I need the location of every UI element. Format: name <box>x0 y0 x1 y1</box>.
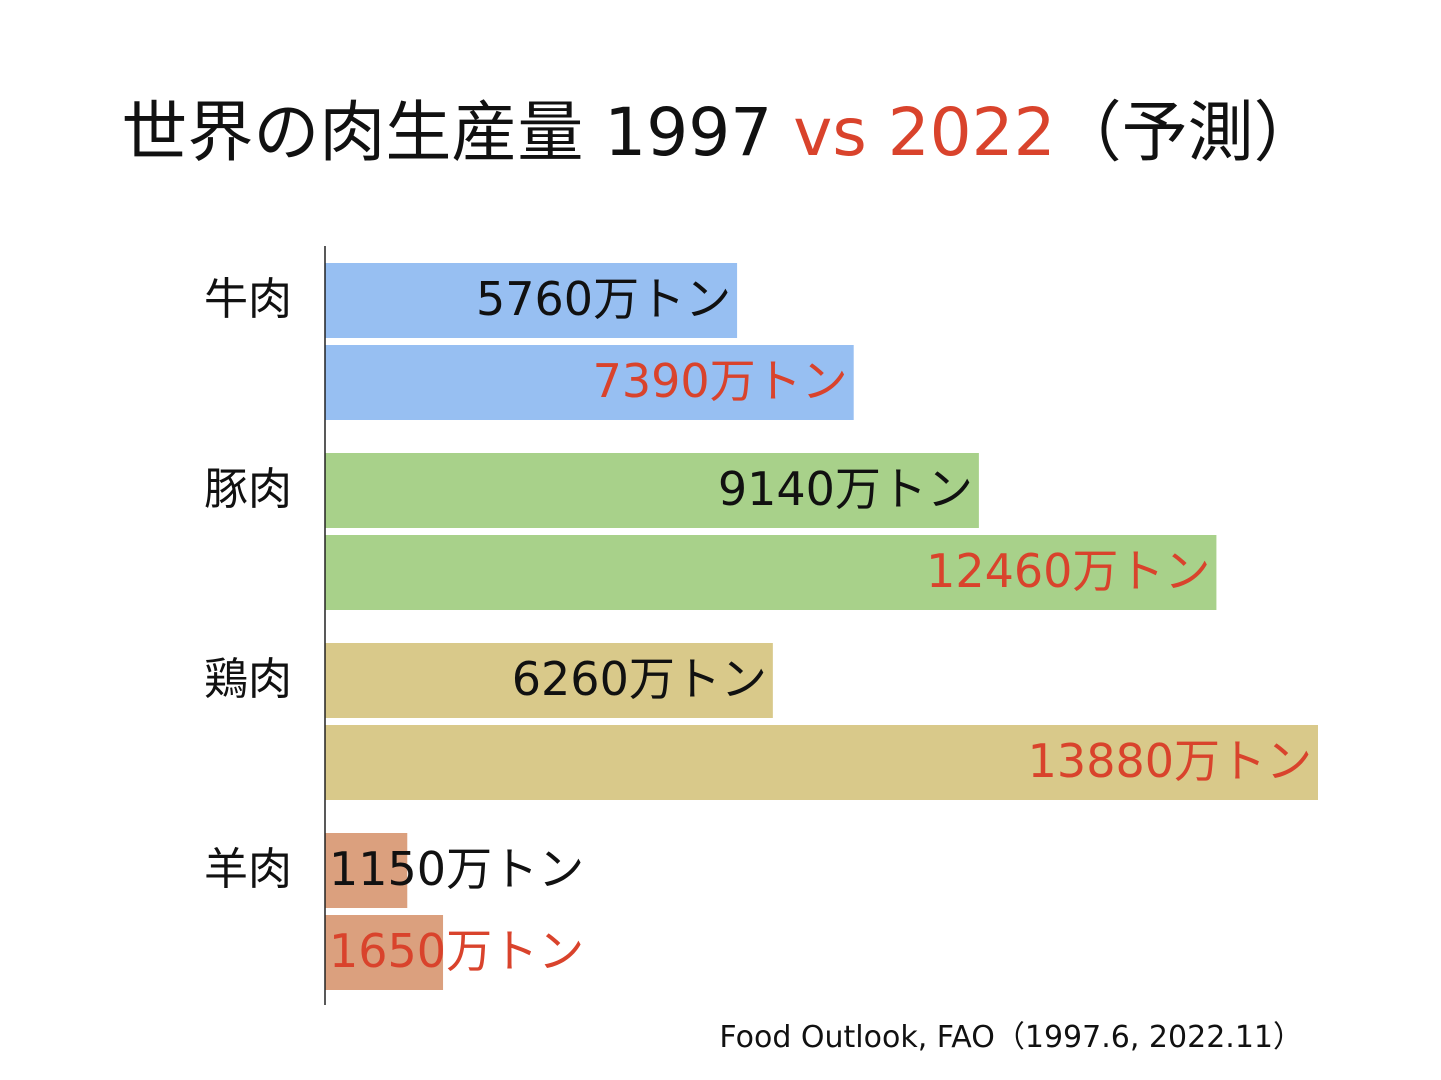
category-label: 鶏肉 <box>204 654 292 705</box>
data-label: 1650万トン <box>329 924 584 978</box>
title-accent: vs 2022 <box>793 94 1056 171</box>
bar <box>325 833 408 908</box>
category-label: 羊肉 <box>204 844 292 895</box>
data-label: 13880万トン <box>1028 734 1312 788</box>
data-label: 7390万トン <box>593 354 848 408</box>
category-label: 豚肉 <box>204 464 292 515</box>
title-main: 世界の肉生産量 1997 <box>121 94 773 171</box>
bar <box>325 643 773 718</box>
bar <box>325 345 854 420</box>
bar <box>325 915 444 990</box>
data-label: 12460万トン <box>926 544 1210 598</box>
title-suffix: （予測） <box>1055 94 1320 171</box>
data-label: 1150万トン <box>329 842 584 896</box>
data-label: 6260万トン <box>512 652 767 706</box>
data-label: 9140万トン <box>718 462 973 516</box>
source-note: Food Outlook, FAO（1997.6, 2022.11） <box>719 1020 1303 1055</box>
bar <box>325 453 979 528</box>
data-label: 5760万トン <box>476 272 731 326</box>
chart-title: 世界の肉生産量 1997 vs 2022（予測） <box>0 88 1441 178</box>
bar <box>325 535 1217 610</box>
category-label: 牛肉 <box>204 274 292 325</box>
bar <box>325 725 1318 800</box>
bar <box>325 263 738 338</box>
